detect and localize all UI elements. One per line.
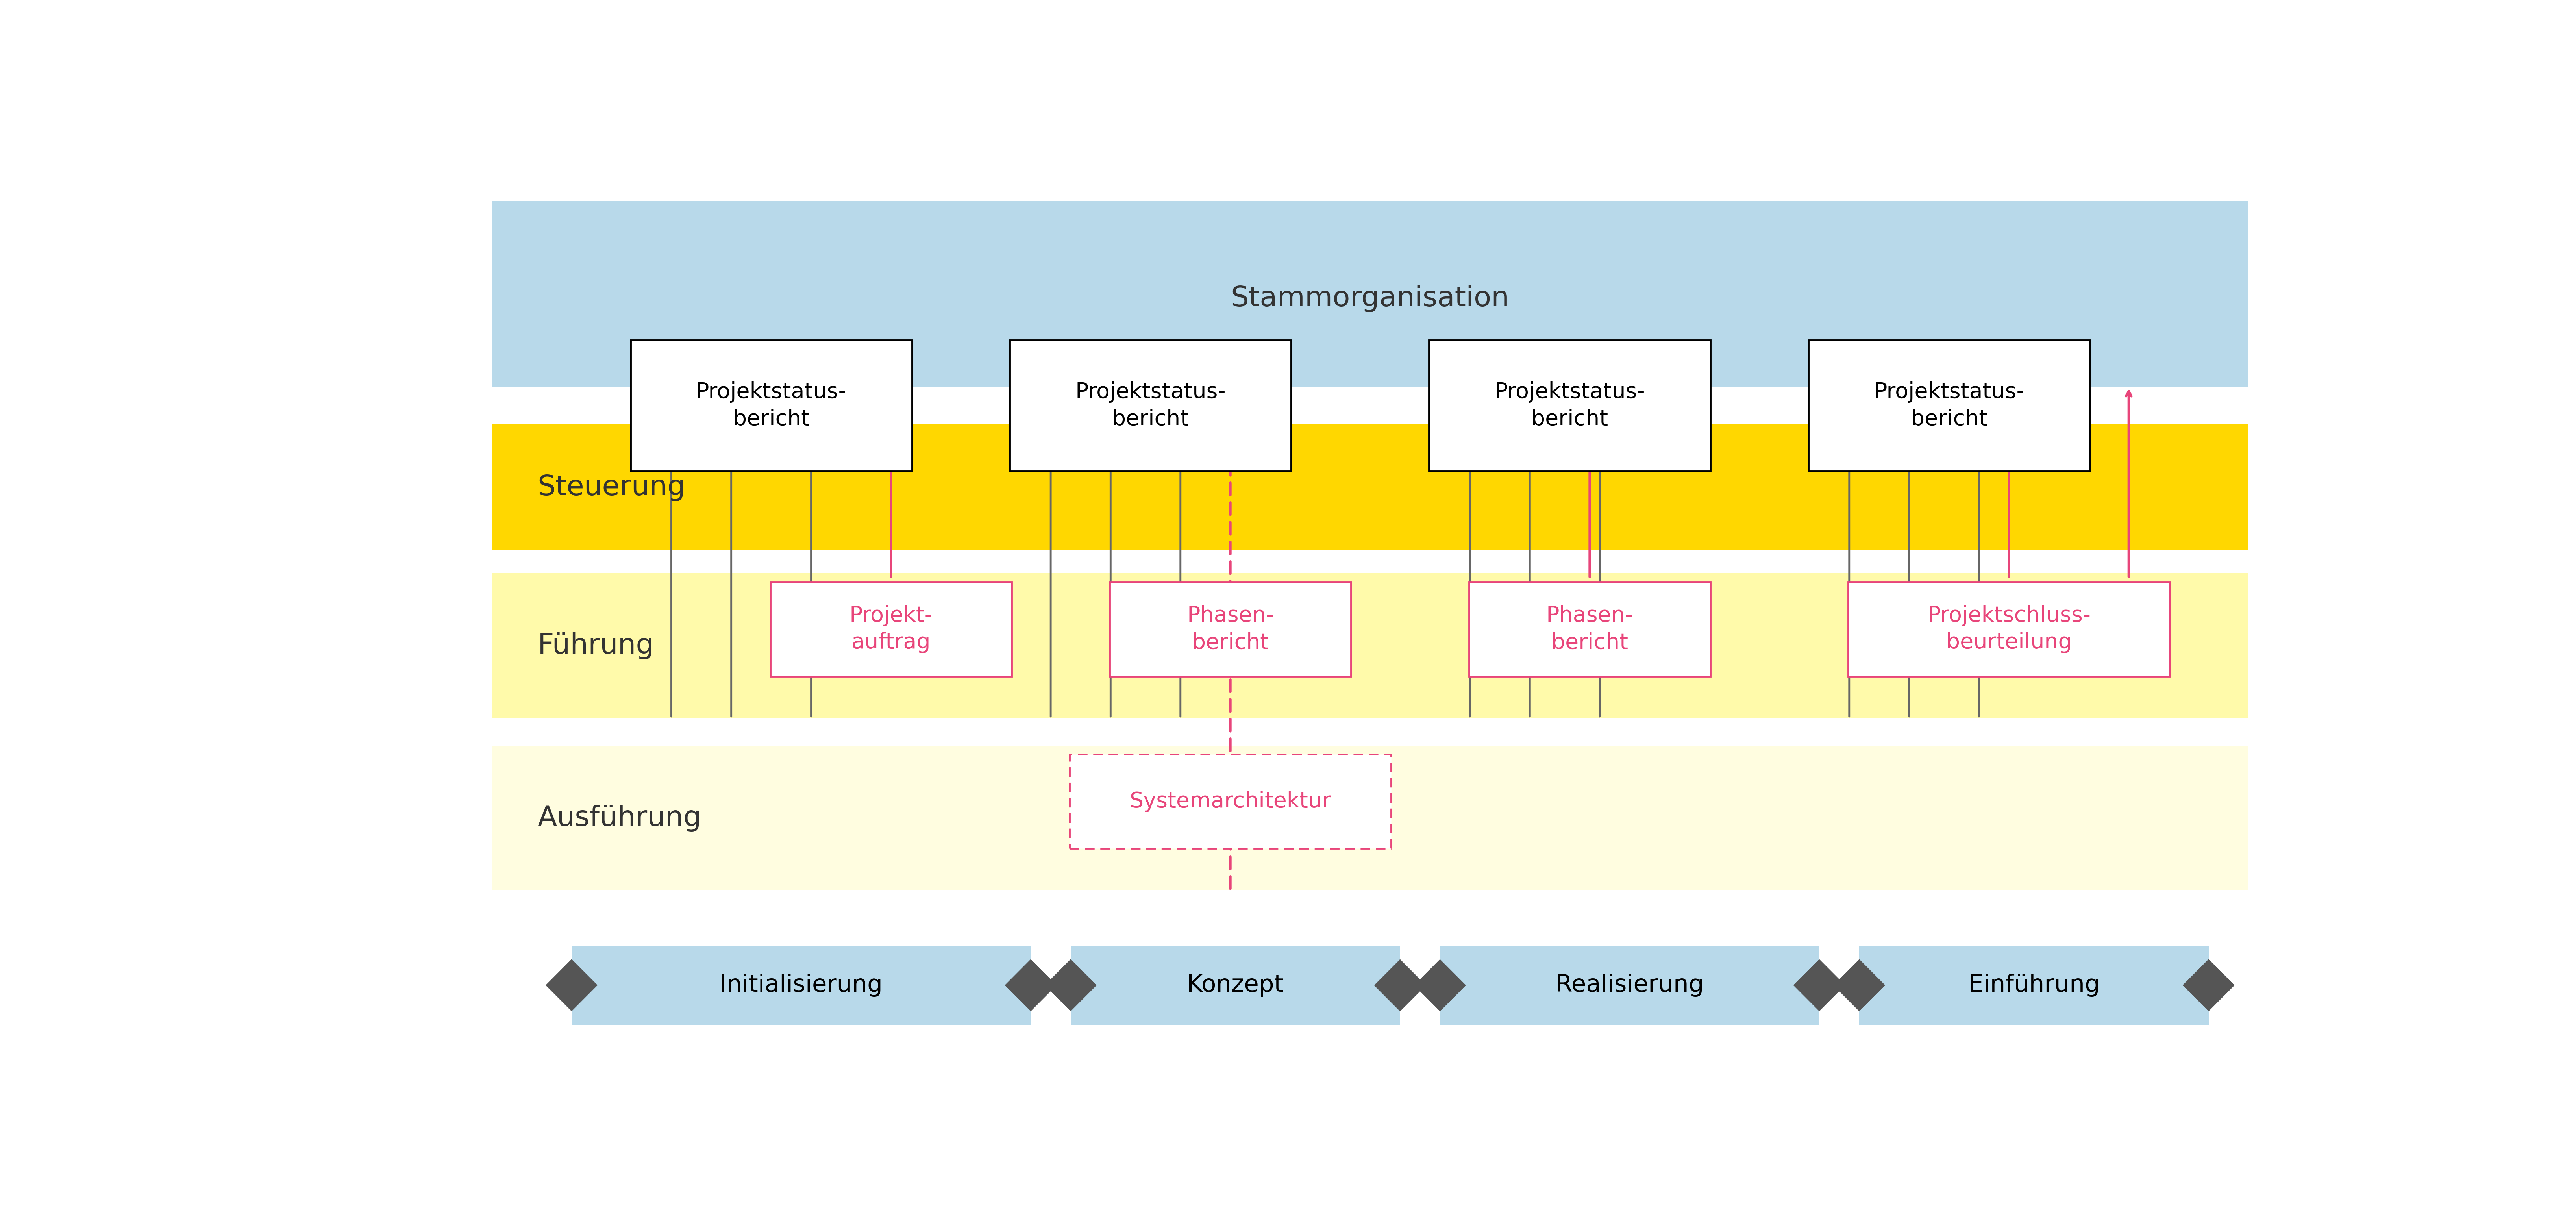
FancyBboxPatch shape [1468, 583, 1710, 676]
Polygon shape [1834, 959, 1886, 1011]
FancyBboxPatch shape [1430, 340, 1710, 472]
Bar [492, 424, 2249, 550]
Text: Projektschluss-
beurteilung: Projektschluss- beurteilung [1927, 604, 2092, 653]
Text: Einführung: Einführung [1968, 973, 2099, 997]
Text: Stammorganisation: Stammorganisation [1231, 285, 1510, 312]
Text: Steuerung: Steuerung [538, 474, 685, 502]
Text: Systemarchitektur: Systemarchitektur [1131, 791, 1332, 812]
FancyBboxPatch shape [1847, 583, 2169, 676]
FancyBboxPatch shape [1069, 754, 1391, 849]
Text: Projekt-
auftrag: Projekt- auftrag [850, 604, 933, 653]
Text: Initialisierung: Initialisierung [719, 973, 884, 997]
Bar [572, 945, 1030, 1025]
Bar [492, 201, 2249, 387]
Text: Projektstatus-
bericht: Projektstatus- bericht [1873, 382, 2025, 430]
Text: Phasen-
bericht: Phasen- bericht [1546, 604, 1633, 653]
Bar [492, 746, 2249, 890]
Polygon shape [1414, 959, 1466, 1011]
Text: Führung: Führung [538, 632, 654, 659]
Text: Projektstatus-
bericht: Projektstatus- bericht [696, 382, 848, 430]
Polygon shape [1005, 959, 1056, 1011]
Text: Phasen-
bericht: Phasen- bericht [1188, 604, 1275, 653]
Polygon shape [546, 959, 598, 1011]
Bar [1072, 945, 1401, 1025]
Text: Realisierung: Realisierung [1556, 973, 1703, 997]
Text: Projektstatus-
bericht: Projektstatus- bericht [1494, 382, 1646, 430]
FancyBboxPatch shape [1010, 340, 1291, 472]
Polygon shape [1373, 959, 1427, 1011]
FancyBboxPatch shape [631, 340, 912, 472]
Bar [1860, 945, 2208, 1025]
Text: Projektstatus-
bericht: Projektstatus- bericht [1074, 382, 1226, 430]
Text: Ausführung: Ausführung [538, 804, 701, 832]
Polygon shape [1793, 959, 1844, 1011]
Bar [492, 573, 2249, 718]
Polygon shape [2182, 959, 2233, 1011]
Polygon shape [1046, 959, 1097, 1011]
FancyBboxPatch shape [1110, 583, 1352, 676]
Bar [1440, 945, 1819, 1025]
FancyBboxPatch shape [1808, 340, 2089, 472]
Text: Konzept: Konzept [1188, 973, 1283, 997]
FancyBboxPatch shape [770, 583, 1012, 676]
